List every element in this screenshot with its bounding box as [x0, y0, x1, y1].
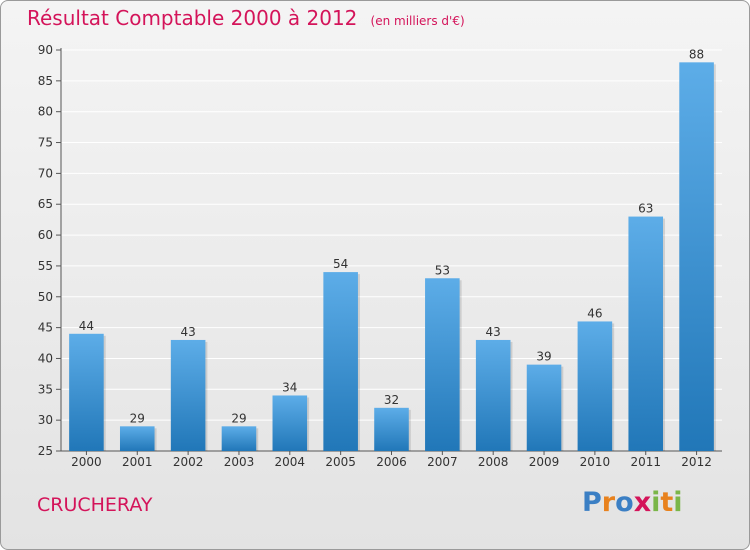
- x-tick-label: 2006: [376, 455, 407, 469]
- x-tick-label: 2009: [529, 455, 560, 469]
- logo-letter: t: [660, 487, 674, 518]
- x-tick-label: 2000: [71, 455, 102, 469]
- y-tick-label: 50: [38, 290, 53, 304]
- bar-value-label: 44: [79, 319, 94, 333]
- x-tick-label: 2012: [681, 455, 712, 469]
- bar-value-label: 63: [638, 202, 653, 216]
- bar-value-label: 43: [180, 325, 195, 339]
- y-tick-label: 75: [38, 136, 53, 150]
- proxiti-logo[interactable]: Proxiti: [582, 487, 683, 518]
- chart-title: Résultat Comptable 2000 à 2012 (en milli…: [27, 6, 465, 30]
- y-tick-label: 35: [38, 382, 53, 396]
- bar: [119, 426, 155, 451]
- y-tick-label: 85: [38, 74, 53, 88]
- bar: [425, 278, 460, 451]
- bar-value-label: 88: [689, 47, 704, 61]
- x-tick-label: 2004: [275, 455, 306, 469]
- bar: [69, 333, 104, 451]
- labels: 44 2000 29 2001 43 2002 29 2003 34 2004 54 2005 32 20…: [71, 47, 712, 469]
- bar: [475, 339, 511, 451]
- bar-value-label: 39: [536, 350, 551, 364]
- bar: [577, 321, 613, 451]
- bar-value-label: 32: [384, 393, 399, 407]
- bar: [323, 272, 358, 451]
- y-tick-label: 60: [38, 228, 53, 242]
- y-tick-label: 25: [38, 444, 53, 458]
- bar: [374, 407, 409, 451]
- y-tick-label: 80: [38, 105, 53, 119]
- bar: [221, 426, 257, 451]
- bar: [526, 364, 562, 451]
- bar-value-label: 43: [486, 325, 501, 339]
- logo-letter: r: [601, 487, 616, 518]
- y-tick-label: 45: [38, 321, 53, 335]
- bar: [628, 216, 664, 451]
- x-tick-label: 2011: [630, 455, 661, 469]
- y-tick-label: 65: [38, 197, 53, 211]
- logo-letter: i: [673, 487, 683, 518]
- bar-value-label: 29: [231, 411, 246, 425]
- bar: [272, 395, 308, 451]
- logo-letter: i: [651, 487, 661, 518]
- x-tick-label: 2001: [122, 455, 153, 469]
- bars: [69, 62, 716, 451]
- bar-value-label: 46: [587, 306, 602, 320]
- logo-letter: o: [615, 487, 634, 518]
- logo-letter: x: [633, 487, 652, 518]
- grid-lines: [61, 49, 722, 421]
- title-text: Résultat Comptable 2000 à 2012: [27, 6, 358, 30]
- unit-label: (en milliers d'€): [370, 14, 465, 28]
- bar: [170, 339, 206, 451]
- x-tick-label: 2005: [325, 455, 356, 469]
- logo-letter: P: [582, 487, 602, 518]
- y-tick-label: 40: [38, 351, 53, 365]
- town-name: CRUCHERAY: [37, 494, 153, 516]
- bar-value-label: 29: [130, 411, 145, 425]
- y-tick-label: 30: [38, 413, 53, 427]
- x-tick-label: 2007: [427, 455, 458, 469]
- y-tick-label: 70: [38, 166, 53, 180]
- x-tick-label: 2008: [478, 455, 509, 469]
- bar-value-label: 54: [333, 257, 348, 271]
- axes: 25 30 35 40 45 50 55 60 65 70 75 80 85 90: [38, 43, 722, 458]
- x-tick-label: 2003: [224, 455, 255, 469]
- bar-value-label: 34: [282, 380, 297, 394]
- x-tick-label: 2010: [580, 455, 611, 469]
- x-tick-label: 2002: [173, 455, 204, 469]
- y-tick-label: 55: [38, 259, 53, 273]
- bar: [679, 62, 714, 451]
- bar-value-label: 53: [435, 263, 450, 277]
- y-tick-label: 90: [38, 43, 53, 57]
